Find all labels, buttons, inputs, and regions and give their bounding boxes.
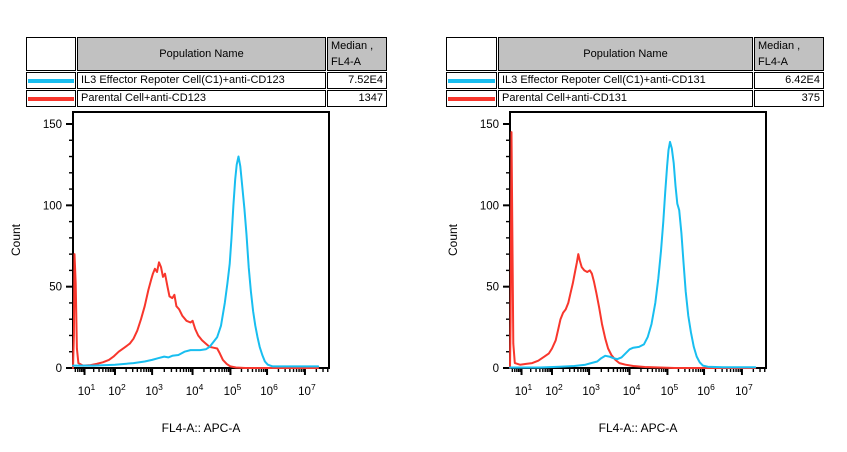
legend-table-cd123: Population Name Median , FL4-A IL3 Effec… [25, 36, 388, 108]
legend-header-row: Population Name Median , FL4-A [26, 37, 387, 71]
median-value: 7.52E4 [327, 72, 387, 89]
series-curve-1 [509, 131, 757, 369]
median-header: Median , FL4-A [754, 37, 824, 71]
y-tick-label: 150 [43, 119, 62, 131]
x-axis-title: FL4-A:: APC-A [162, 421, 241, 435]
flow-panel-cd123: Population Name Median , FL4-A IL3 Effec… [9, 36, 388, 435]
x-tick-label: 106 [697, 382, 715, 398]
x-tick-label: 104 [186, 382, 204, 398]
x-axis-title: FL4-A:: APC-A [599, 421, 678, 435]
y-tick-label: 50 [49, 282, 62, 294]
plot-frame [72, 111, 330, 369]
legend-header-row: Population Name Median , FL4-A [446, 37, 824, 71]
legend-row-effector: IL3 Effector Repoter Cell(C1)+anti-CD131… [446, 72, 824, 89]
x-tick-label: 103 [145, 382, 163, 398]
x-tick-label: 105 [661, 382, 679, 398]
flow-panel-cd131: Population Name Median , FL4-A IL3 Effec… [437, 0, 847, 452]
population-name: IL3 Effector Repoter Cell(C1)+anti-CD123 [77, 72, 326, 89]
series-curve-0 [509, 140, 757, 369]
median-value: 6.42E4 [754, 72, 824, 89]
y-axis-title: Count [9, 223, 23, 256]
y-tick-label: 0 [56, 363, 62, 375]
x-tick-label: 102 [108, 382, 126, 398]
series-swatch-cyan [448, 78, 495, 83]
series-swatch-red [448, 96, 495, 101]
x-tick-label: 101 [78, 382, 96, 398]
x-tick-label: 102 [545, 382, 563, 398]
legend-row-parental: Parental Cell+anti-CD131 375 [446, 90, 824, 107]
population-name-header: Population Name [77, 37, 326, 71]
y-tick-label: 150 [480, 119, 499, 131]
swatch-cell [26, 72, 76, 89]
swatch-cell [446, 72, 497, 89]
population-name-header: Population Name [498, 37, 753, 71]
legend-corner-cell [446, 37, 497, 71]
y-tick-label: 100 [43, 200, 62, 212]
legend-corner-cell [26, 37, 76, 71]
x-tick-label: 104 [623, 382, 641, 398]
median-value: 1347 [327, 90, 387, 107]
swatch-cell [446, 90, 497, 107]
legend-row-parental: Parental Cell+anti-CD123 1347 [26, 90, 387, 107]
x-tick-label: 106 [260, 382, 278, 398]
x-tick-label: 107 [735, 382, 753, 398]
median-header-line1: Median , [331, 40, 374, 52]
median-header: Median , FL4-A [327, 37, 387, 71]
y-axis-title: Count [446, 223, 460, 256]
population-name: IL3 Effector Repoter Cell(C1)+anti-CD131 [498, 72, 753, 89]
series-curve-1 [72, 253, 320, 369]
population-name: Parental Cell+anti-CD131 [498, 90, 753, 107]
legend-row-effector: IL3 Effector Repoter Cell(C1)+anti-CD123… [26, 72, 387, 89]
series-swatch-red [28, 96, 74, 101]
series-swatch-cyan [28, 78, 74, 83]
population-name: Parental Cell+anti-CD123 [77, 90, 326, 107]
x-tick-label: 105 [224, 382, 242, 398]
y-tick-label: 100 [480, 200, 499, 212]
median-header-line1: Median , [758, 40, 801, 52]
median-header-line2: FL4-A [758, 56, 788, 68]
median-header-line2: FL4-A [331, 56, 361, 68]
y-tick-label: 0 [493, 363, 499, 375]
x-tick-label: 101 [515, 382, 533, 398]
x-tick-label: 103 [582, 382, 600, 398]
legend-table-cd131: Population Name Median , FL4-A IL3 Effec… [445, 36, 825, 108]
plot-frame [509, 111, 767, 369]
x-tick-label: 107 [298, 382, 316, 398]
median-value: 375 [754, 90, 824, 107]
y-tick-label: 50 [486, 282, 499, 294]
series-curve-0 [72, 155, 320, 368]
swatch-cell [26, 90, 76, 107]
